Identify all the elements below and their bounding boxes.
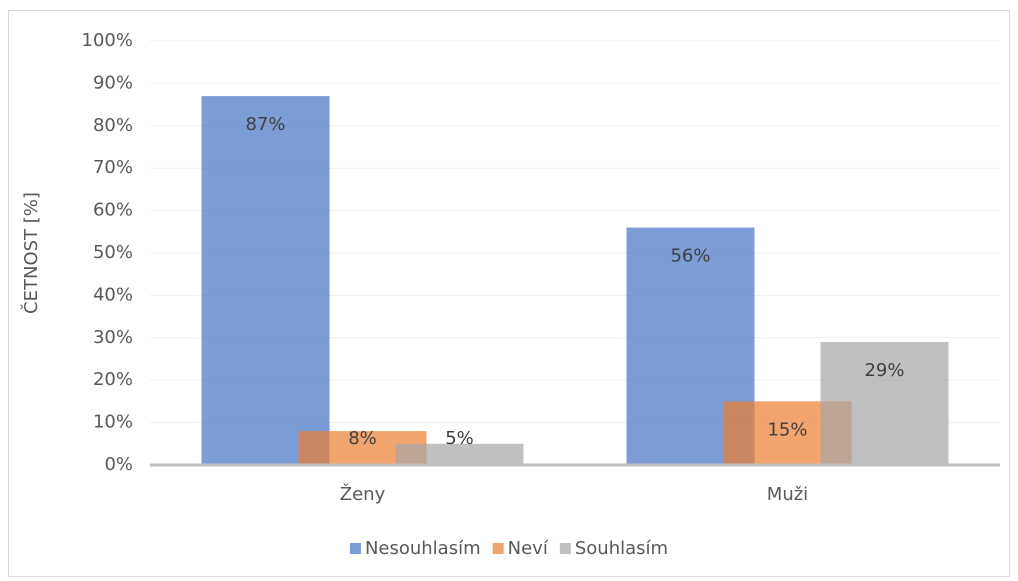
bar — [201, 96, 330, 466]
value-label: 8% — [348, 428, 377, 449]
legend-label: Souhlasím — [575, 538, 668, 559]
legend-swatch — [559, 543, 571, 554]
legend-label: Nesouhlasím — [365, 538, 481, 559]
bar — [820, 342, 949, 465]
y-tick-label: 30% — [93, 327, 133, 348]
legend-label: Neví — [508, 538, 549, 559]
x-tick-label: Ženy — [340, 483, 386, 505]
y-tick-label: 40% — [93, 284, 133, 305]
y-tick-label: 80% — [93, 115, 133, 136]
y-tick-label: 100% — [82, 30, 133, 51]
y-tick-label: 50% — [93, 242, 133, 263]
value-label: 56% — [670, 246, 710, 267]
y-tick-label: 10% — [93, 412, 133, 433]
y-tick-label: 20% — [93, 369, 133, 390]
value-label: 5% — [445, 428, 474, 449]
x-tick-label: Muži — [767, 484, 808, 505]
bar — [395, 443, 524, 465]
chart-border — [8, 10, 1010, 577]
value-label: 29% — [864, 360, 904, 381]
legend-swatch — [349, 543, 361, 554]
legend-swatch — [492, 543, 504, 554]
y-tick-label: 0% — [104, 454, 133, 475]
y-tick-label: 60% — [93, 200, 133, 221]
y-tick-label: 90% — [93, 72, 133, 93]
y-axis-title: ČETNOST [%] — [20, 192, 42, 314]
value-label: 87% — [245, 114, 285, 135]
y-tick-label: 70% — [93, 157, 133, 178]
value-label: 15% — [767, 419, 807, 440]
